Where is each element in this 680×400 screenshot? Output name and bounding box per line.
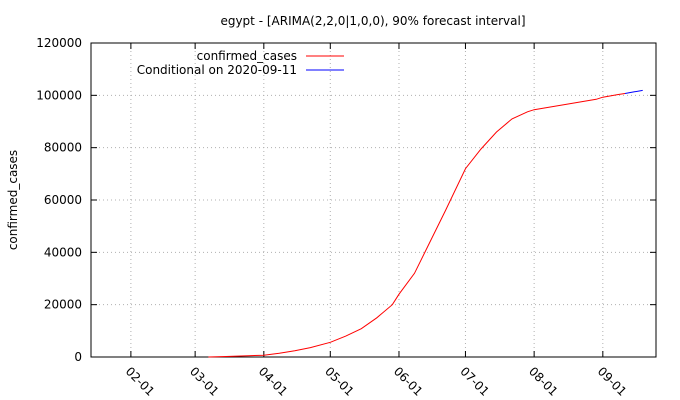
y-tick-label: 20000 [44,298,82,312]
grid-layer [91,43,656,357]
x-tick-label: 05-01 [322,364,357,399]
x-tick-label: 02-01 [123,364,158,399]
legend-label: Conditional on 2020-09-11 [137,63,297,77]
chart-title: egypt - [ARIMA(2,2,0|1,0,0), 90% forecas… [220,14,525,28]
x-tick-label: 07-01 [457,364,492,399]
x-tick-label: 08-01 [526,364,561,399]
y-tick-label: 120000 [36,36,82,50]
series-forecast-line [624,89,643,94]
y-tick-label: 80000 [44,141,82,155]
series-confirmed-cases-line [208,93,626,358]
tick-layer: 0 20000 40000 60000 80000 100000 120000 02-01 03… [36,36,656,399]
x-tick-label: 09-01 [595,364,630,399]
y-tick-label: 60000 [44,193,82,207]
y-tick-label: 100000 [36,88,82,102]
y-tick-label: 40000 [44,245,82,259]
legend-label: confirmed_cases [197,49,297,63]
x-tick-label: 04-01 [256,364,291,399]
x-tick-label: 06-01 [391,364,426,399]
y-tick-label: 0 [74,350,82,364]
y-axis-label: confirmed_cases [6,150,20,250]
series-layer [208,89,643,358]
x-tick-label: 03-01 [187,364,222,399]
